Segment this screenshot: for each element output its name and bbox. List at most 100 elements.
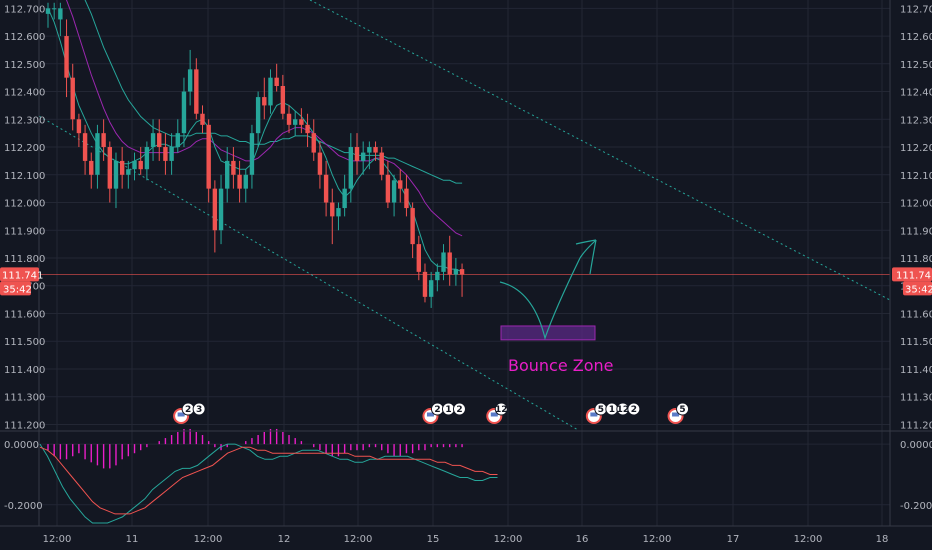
candles — [45, 2, 465, 308]
y-tick-label-right: 112.400 — [900, 88, 932, 99]
candle-down — [416, 244, 421, 272]
flag-stripe-icon — [426, 412, 434, 417]
candle-down — [422, 271, 428, 297]
flag-stripe-icon — [177, 412, 185, 417]
candle-up — [336, 208, 341, 217]
candle-up — [367, 147, 372, 153]
candle-down — [447, 252, 452, 275]
candle-up — [360, 152, 366, 161]
y-tick-label-left: 111.500 — [4, 337, 45, 348]
candle-up — [113, 160, 119, 189]
y-tick-label-right: 111.900 — [900, 226, 932, 237]
candle-up — [453, 269, 459, 275]
candle-down — [64, 36, 69, 78]
candle-up — [181, 91, 187, 134]
x-tick-label: 15 — [427, 534, 440, 545]
last-price-tag-right — [892, 267, 932, 282]
y-tick-label-right: 111.800 — [900, 254, 932, 265]
x-tick-label: 12:00 — [344, 534, 373, 545]
candle-down — [194, 69, 199, 114]
candle-down — [89, 160, 94, 175]
candle-down — [354, 147, 360, 161]
countdown-tag-right — [903, 281, 932, 296]
y-tick-label-left: 111.900 — [4, 226, 45, 237]
arrow-curve — [499, 257, 581, 341]
candle-down — [311, 133, 316, 153]
y-tick-label-left: 112.000 — [4, 199, 45, 210]
y-tick-label-right: 112.300 — [900, 115, 932, 126]
candle-down — [200, 113, 205, 125]
x-tick-label: 12:00 — [43, 534, 72, 545]
y-tick-label-left: 112.600 — [4, 32, 45, 43]
y-tick-label-left: 111.600 — [4, 309, 45, 320]
projection-arrow[interactable] — [499, 239, 597, 341]
grid — [39, 0, 890, 526]
candle-up — [225, 160, 230, 189]
arrow-curve-end — [579, 239, 597, 259]
y-tick-label-right: 111.300 — [900, 393, 932, 404]
osc-tick-label-right: -0.2000 — [900, 501, 932, 512]
countdown-tag-left — [0, 281, 31, 296]
x-tick-label: 12 — [278, 534, 291, 545]
y-tick-label-right: 111.600 — [900, 309, 932, 320]
y-tick-label-left: 111.300 — [4, 393, 45, 404]
candle-up — [441, 252, 446, 272]
x-tick-label: 16 — [576, 534, 589, 545]
channel-lower-line — [38, 115, 579, 431]
ma-mid-line — [65, 0, 463, 237]
candle-up — [51, 8, 57, 10]
candle-down — [398, 180, 403, 189]
event-count-badge — [494, 402, 508, 416]
y-tick-label-right: 111.500 — [900, 337, 932, 348]
candle-down — [330, 202, 335, 217]
candle-up — [293, 119, 298, 125]
candle-down — [82, 133, 88, 161]
candle-down — [107, 147, 112, 189]
y-tick-label-right: 111.200 — [900, 420, 932, 431]
candle-up — [150, 133, 156, 148]
flag-stripe-icon — [490, 412, 498, 417]
candle-up — [187, 69, 193, 92]
candle-down — [274, 77, 279, 86]
candle-up — [342, 188, 347, 209]
bounce-zone[interactable]: Bounce Zone — [500, 325, 614, 375]
candle-down — [206, 124, 211, 189]
candle-down — [373, 147, 378, 153]
last-price-label-right: 111.741 — [896, 270, 932, 281]
osc-line-2 — [39, 446, 498, 515]
candle-down — [305, 124, 310, 134]
flag-stripe-icon — [590, 412, 598, 417]
event-count-label: 1 — [609, 405, 615, 415]
last-price-tag-left — [0, 267, 39, 282]
candle-up — [45, 8, 51, 14]
event-markers[interactable]: 2 3 2 1 2 12 5 1 12 2 5 — [173, 402, 690, 424]
candle-down — [262, 97, 267, 106]
y-tick-label-right: 112.000 — [900, 199, 932, 210]
candle-down — [138, 160, 143, 170]
candle-up — [268, 77, 273, 106]
osc-tick-label-left: 0.0000 — [4, 440, 39, 451]
channel-upper-line — [309, 0, 891, 301]
y-tick-label-right: 112.500 — [900, 60, 932, 71]
candle-down — [212, 188, 218, 231]
flag-stripe-icon — [672, 412, 680, 417]
candle-up — [175, 133, 180, 148]
y-tick-label-right: 111.400 — [900, 365, 932, 376]
descending-channel[interactable] — [38, 0, 891, 431]
candle-down — [299, 119, 304, 125]
candle-down — [231, 160, 236, 175]
candle-up — [126, 169, 131, 175]
y-tick-label-left: 112.700 — [4, 4, 45, 15]
x-tick-label: 12:00 — [194, 534, 223, 545]
arrow-tip-right — [589, 239, 597, 275]
candle-up — [169, 147, 174, 161]
candle-up — [249, 133, 255, 175]
osc-line-1 — [39, 443, 498, 524]
x-tick-label: 12:00 — [643, 534, 672, 545]
y-tick-label-left: 112.200 — [4, 143, 45, 154]
arrow-tip-left — [575, 239, 597, 245]
candle-up — [132, 160, 137, 170]
candle-down — [119, 160, 125, 175]
